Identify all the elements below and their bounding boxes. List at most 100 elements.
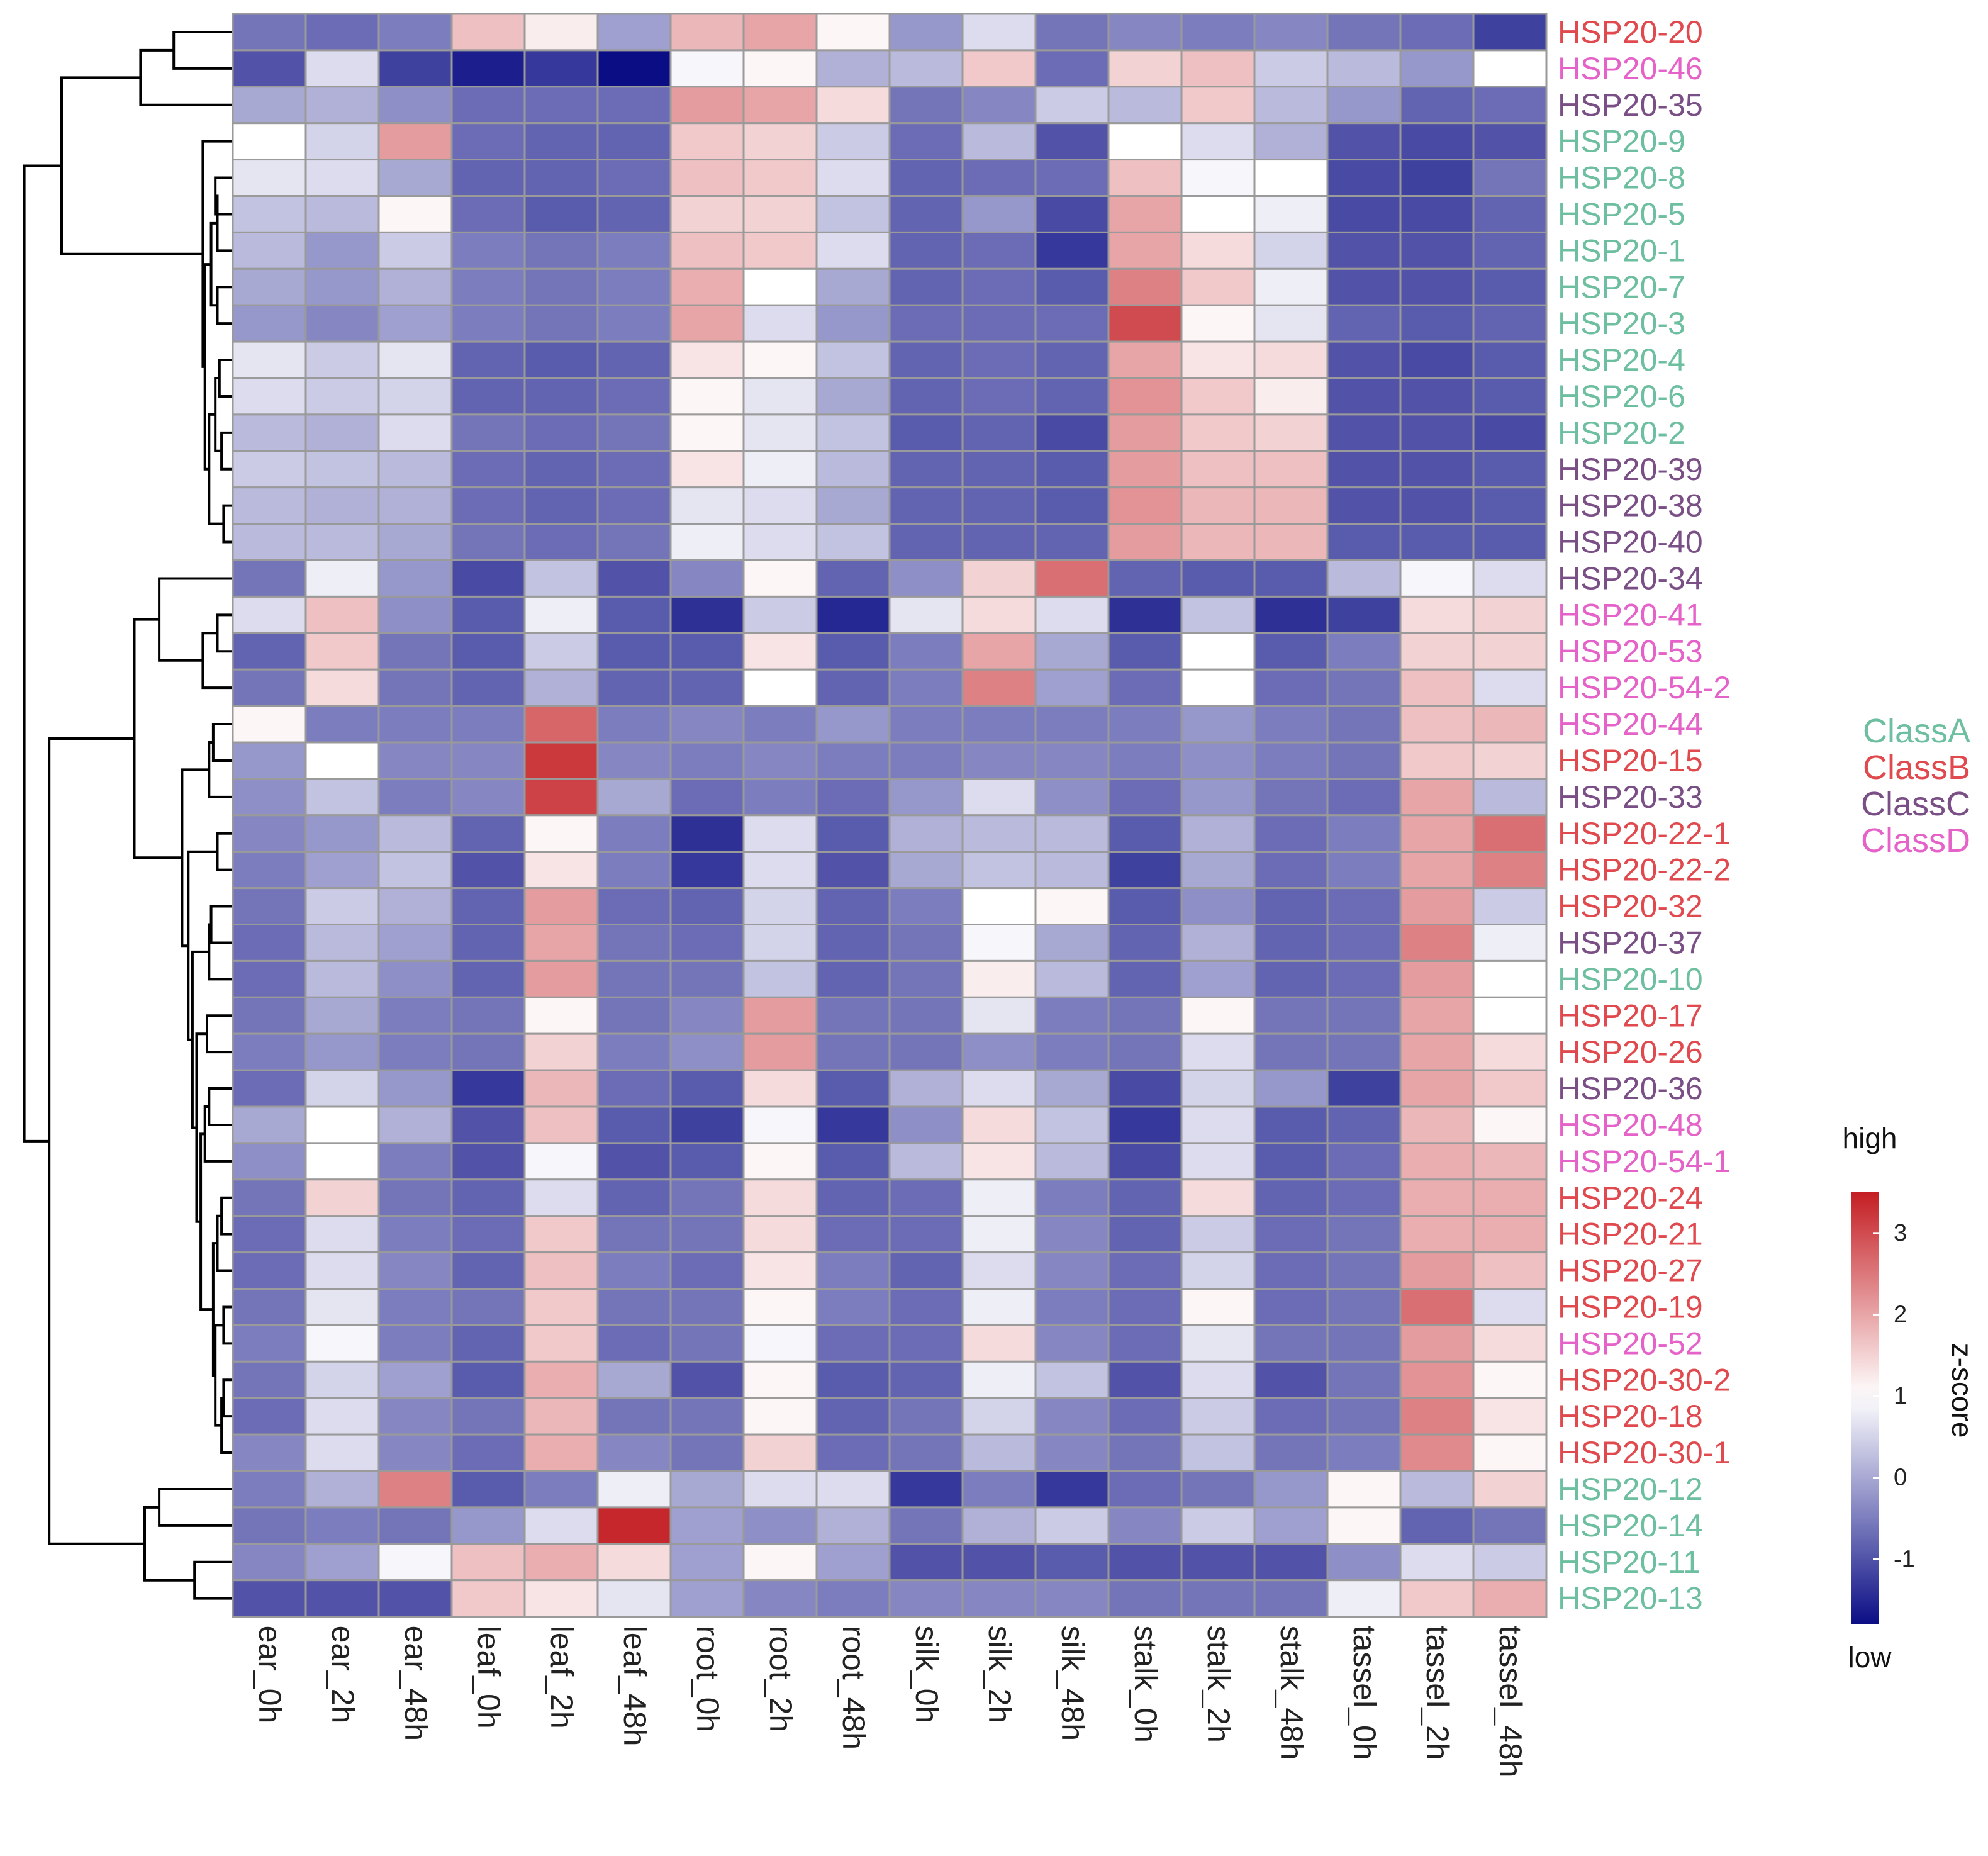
heatmap-cell xyxy=(1326,1288,1402,1326)
heatmap-cell xyxy=(377,1251,453,1290)
heatmap-cell xyxy=(961,1543,1037,1582)
heatmap-cell xyxy=(1253,1142,1329,1181)
heatmap-cell xyxy=(1034,49,1110,88)
heatmap-cell xyxy=(1034,231,1110,270)
heatmap-cell xyxy=(1399,49,1475,88)
heatmap-cell xyxy=(450,1543,526,1582)
heatmap-cell xyxy=(815,195,891,233)
heatmap-cell xyxy=(1399,741,1475,780)
heatmap-cell xyxy=(888,778,964,817)
heatmap-cell xyxy=(523,1433,599,1472)
heatmap-cell xyxy=(1180,1032,1256,1071)
heatmap-cell xyxy=(304,1215,380,1254)
heatmap-cell xyxy=(815,340,891,379)
heatmap-cell xyxy=(1326,267,1402,306)
heatmap-cell xyxy=(815,1142,891,1181)
heatmap-cell xyxy=(815,450,891,489)
column-label: tassel_2h xyxy=(1420,1626,1455,1760)
heatmap-cell xyxy=(304,595,380,634)
heatmap-cell xyxy=(232,741,307,780)
heatmap-cell xyxy=(669,1324,745,1363)
heatmap-cell xyxy=(1180,413,1256,452)
heatmap-cell xyxy=(596,159,672,198)
heatmap-cell xyxy=(523,231,599,270)
class-legend-item: ClassB xyxy=(1863,749,1970,786)
heatmap-cell xyxy=(1326,851,1402,890)
heatmap-cell xyxy=(888,1288,964,1326)
heatmap-cell xyxy=(377,851,453,890)
heatmap-cell xyxy=(1034,1178,1110,1217)
heatmap-cell xyxy=(377,377,453,416)
row-label: HSP20-36 xyxy=(1558,1071,1703,1106)
heatmap-cell xyxy=(742,1397,818,1436)
heatmap-cell xyxy=(742,1360,818,1399)
dendrogram-branch xyxy=(222,1305,232,1345)
row-label: HSP20-10 xyxy=(1558,961,1703,997)
heatmap-cell xyxy=(523,13,599,52)
heatmap-cell xyxy=(815,86,891,125)
heatmap-cell xyxy=(1253,705,1329,744)
heatmap-cell xyxy=(1180,1360,1256,1399)
heatmap-cell xyxy=(961,1470,1037,1509)
row-label: HSP20-34 xyxy=(1558,561,1703,596)
heatmap-cell xyxy=(1326,195,1402,233)
heatmap-cell xyxy=(523,559,599,598)
heatmap-cell xyxy=(888,1142,964,1181)
heatmap-cells xyxy=(232,13,1548,1618)
heatmap-cell xyxy=(1034,1105,1110,1144)
heatmap-cell xyxy=(1399,486,1475,525)
heatmap-cell xyxy=(669,1215,745,1254)
row-label: HSP20-53 xyxy=(1558,634,1703,669)
dendrogram-branch xyxy=(208,1087,232,1126)
heatmap-cell xyxy=(377,632,453,671)
heatmap-cell xyxy=(815,1251,891,1290)
heatmap-cell xyxy=(450,1251,526,1290)
heatmap-cell xyxy=(377,741,453,780)
heatmap-cell xyxy=(1472,632,1548,671)
heatmap-cell xyxy=(669,1069,745,1108)
heatmap-cell xyxy=(232,523,307,561)
dendrogram-branch xyxy=(220,1196,232,1236)
dendrogram-branch xyxy=(203,263,211,471)
dendrogram-branch xyxy=(158,577,232,662)
heatmap-cell xyxy=(669,159,745,198)
heatmap-cell xyxy=(888,851,964,890)
heatmap-cell xyxy=(232,450,307,489)
heatmap-cell xyxy=(450,959,526,998)
heatmap-cell xyxy=(304,267,380,306)
heatmap-cell xyxy=(232,1288,307,1326)
heatmap-cell xyxy=(1253,1543,1329,1582)
heatmap-cell xyxy=(888,1360,964,1399)
heatmap-cell xyxy=(1472,595,1548,634)
heatmap-cell xyxy=(669,887,745,925)
heatmap-cell xyxy=(377,340,453,379)
heatmap-cell xyxy=(1034,159,1110,198)
heatmap-cell xyxy=(1399,231,1475,270)
heatmap-cell xyxy=(450,1360,526,1399)
row-label: HSP20-27 xyxy=(1558,1253,1703,1289)
heatmap-cell xyxy=(669,267,745,306)
heatmap-cell xyxy=(377,924,453,962)
row-label: HSP20-22-2 xyxy=(1558,853,1731,888)
heatmap-cell xyxy=(377,1579,453,1618)
heatmap-cell xyxy=(1034,1069,1110,1108)
heatmap-cell xyxy=(304,1251,380,1290)
heatmap-cell xyxy=(1107,1251,1183,1290)
heatmap-cell xyxy=(1107,1142,1183,1181)
heatmap-cell xyxy=(596,304,672,343)
heatmap-cell xyxy=(596,778,672,817)
heatmap-cell xyxy=(523,304,599,343)
heatmap-cell xyxy=(232,1251,307,1290)
heatmap-cell xyxy=(1399,86,1475,125)
heatmap-cell xyxy=(1253,1579,1329,1618)
heatmap-cell xyxy=(1472,304,1548,343)
heatmap-cell xyxy=(450,523,526,561)
heatmap-cell xyxy=(1180,1215,1256,1254)
heatmap-cell xyxy=(1180,924,1256,962)
heatmap-cell xyxy=(815,996,891,1035)
column-label: stalk_48h xyxy=(1274,1626,1309,1760)
heatmap-cell xyxy=(669,1506,745,1545)
heatmap-cell xyxy=(1399,1178,1475,1217)
heatmap-cell xyxy=(669,122,745,161)
